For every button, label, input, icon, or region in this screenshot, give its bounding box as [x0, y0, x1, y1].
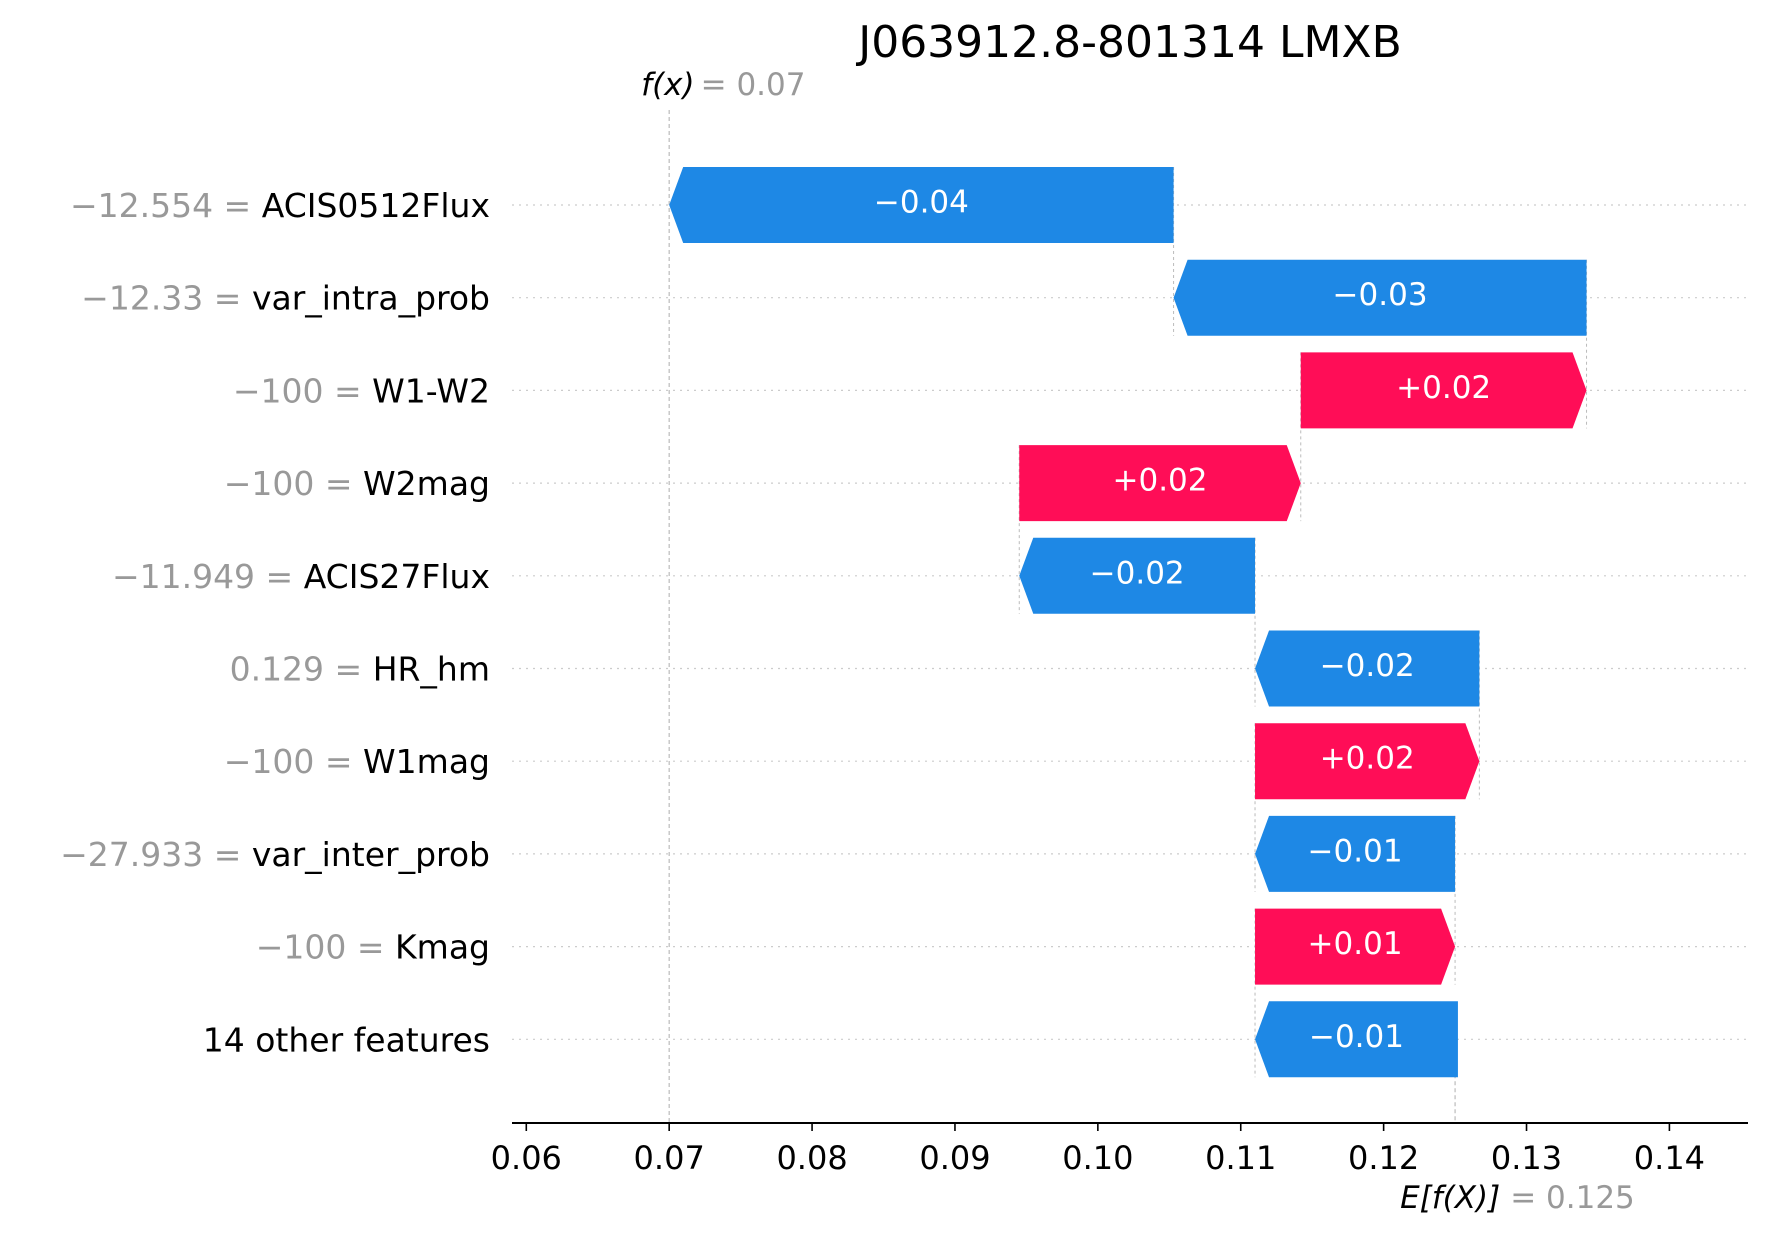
- contribution-bar-positive: [1300, 352, 1587, 429]
- feature-label: −100 = Kmag: [256, 928, 490, 967]
- feature-value: −100 =: [256, 928, 395, 967]
- feature-value: −27.933 =: [60, 835, 252, 874]
- feature-name: ACIS0512Flux: [262, 186, 490, 225]
- x-tick-label: 0.12: [1348, 1139, 1419, 1177]
- feature-label: −100 = W1mag: [224, 742, 490, 781]
- bar-value-label: +0.02: [1396, 370, 1491, 406]
- feature-label: 0.129 = HR_hm: [230, 650, 490, 689]
- contribution-bar-positive: [1019, 445, 1301, 522]
- contribution-bars: [669, 167, 1587, 1078]
- feature-value: −100 =: [224, 464, 363, 503]
- output-value-annotation: f(x) = 0.07: [641, 67, 805, 103]
- reference-lines: [668, 110, 1588, 1123]
- feature-value: −11.949 =: [112, 557, 304, 596]
- x-tick-label: 0.11: [1205, 1139, 1276, 1177]
- chart-title: J063912.8-801314 LMXB: [855, 17, 1402, 68]
- x-tick-label: 0.08: [776, 1139, 847, 1177]
- bar-value-label: −0.01: [1308, 833, 1403, 869]
- bar-value-label: −0.02: [1320, 648, 1415, 684]
- feature-name: var_intra_prob: [252, 279, 490, 318]
- feature-value: −100 =: [233, 371, 372, 410]
- x-axis: 0.06 0.07 0.08 0.09 0.10 0.11 0.12 0.13 0.14: [491, 1122, 1748, 1177]
- feature-label: −12.554 = ACIS0512Flux: [70, 186, 490, 225]
- base-value-annotation: E[f(X)] = 0.125: [1400, 1180, 1635, 1216]
- feature-labels: −0.04 −12.554 = ACIS0512Flux −0.03 −12.33 =…: [60, 185, 1491, 1060]
- feature-name: 14 other features: [203, 1020, 490, 1059]
- feature-name: W2mag: [363, 464, 490, 503]
- feature-value: 0.129 =: [230, 650, 373, 689]
- contribution-bar-positive: [1255, 908, 1456, 985]
- contribution-bar-negative: [1173, 259, 1587, 336]
- feature-name: Kmag: [395, 928, 490, 967]
- bar-value-label: −0.04: [874, 185, 969, 221]
- bar-value-label: +0.02: [1320, 741, 1415, 777]
- contribution-bar-negative: [1255, 630, 1480, 707]
- feature-label: 14 other features: [203, 1020, 490, 1059]
- contribution-bar-negative: [1255, 815, 1456, 892]
- feature-name: var_inter_prob: [252, 835, 490, 874]
- feature-value: −12.554 =: [70, 186, 262, 225]
- output-value: = 0.07: [701, 67, 806, 103]
- feature-label: −11.949 = ACIS27Flux: [112, 557, 490, 596]
- bar-value-label: −0.03: [1333, 277, 1428, 313]
- feature-name: W1-W2: [372, 371, 490, 410]
- output-label: f(x): [641, 67, 694, 103]
- feature-label: −100 = W2mag: [224, 464, 490, 503]
- base-value: = 0.125: [1510, 1180, 1635, 1216]
- bar-value-label: +0.02: [1113, 463, 1208, 499]
- bar-value-label: +0.01: [1308, 926, 1403, 962]
- bar-value-label: −0.02: [1090, 555, 1185, 591]
- bar-value-label: −0.01: [1309, 1019, 1404, 1055]
- feature-value: −12.33 =: [81, 279, 252, 318]
- feature-label: −100 = W1-W2: [233, 371, 490, 410]
- feature-name: HR_hm: [373, 650, 490, 689]
- contribution-bar-positive: [1255, 723, 1480, 800]
- x-tick-label: 0.07: [634, 1139, 705, 1177]
- feature-name: ACIS27Flux: [304, 557, 490, 596]
- feature-name: W1mag: [363, 742, 490, 781]
- value-annotations: f(x) = 0.07 E[f(X)] = 0.125: [641, 67, 1635, 1216]
- contribution-bar-negative: [1255, 1001, 1458, 1078]
- x-tick-label: 0.06: [491, 1139, 562, 1177]
- x-tick-label: 0.13: [1491, 1139, 1562, 1177]
- x-tick-label: 0.10: [1062, 1139, 1133, 1177]
- contribution-bar-negative: [669, 167, 1174, 243]
- x-tick-label: 0.14: [1634, 1139, 1705, 1177]
- feature-value: −100 =: [224, 742, 363, 781]
- feature-label: −12.33 = var_intra_prob: [81, 279, 490, 318]
- contribution-bar-negative: [1019, 537, 1256, 614]
- feature-label: −27.933 = var_inter_prob: [60, 835, 490, 874]
- base-label: E[f(X)]: [1400, 1180, 1500, 1216]
- x-tick-label: 0.09: [919, 1139, 990, 1177]
